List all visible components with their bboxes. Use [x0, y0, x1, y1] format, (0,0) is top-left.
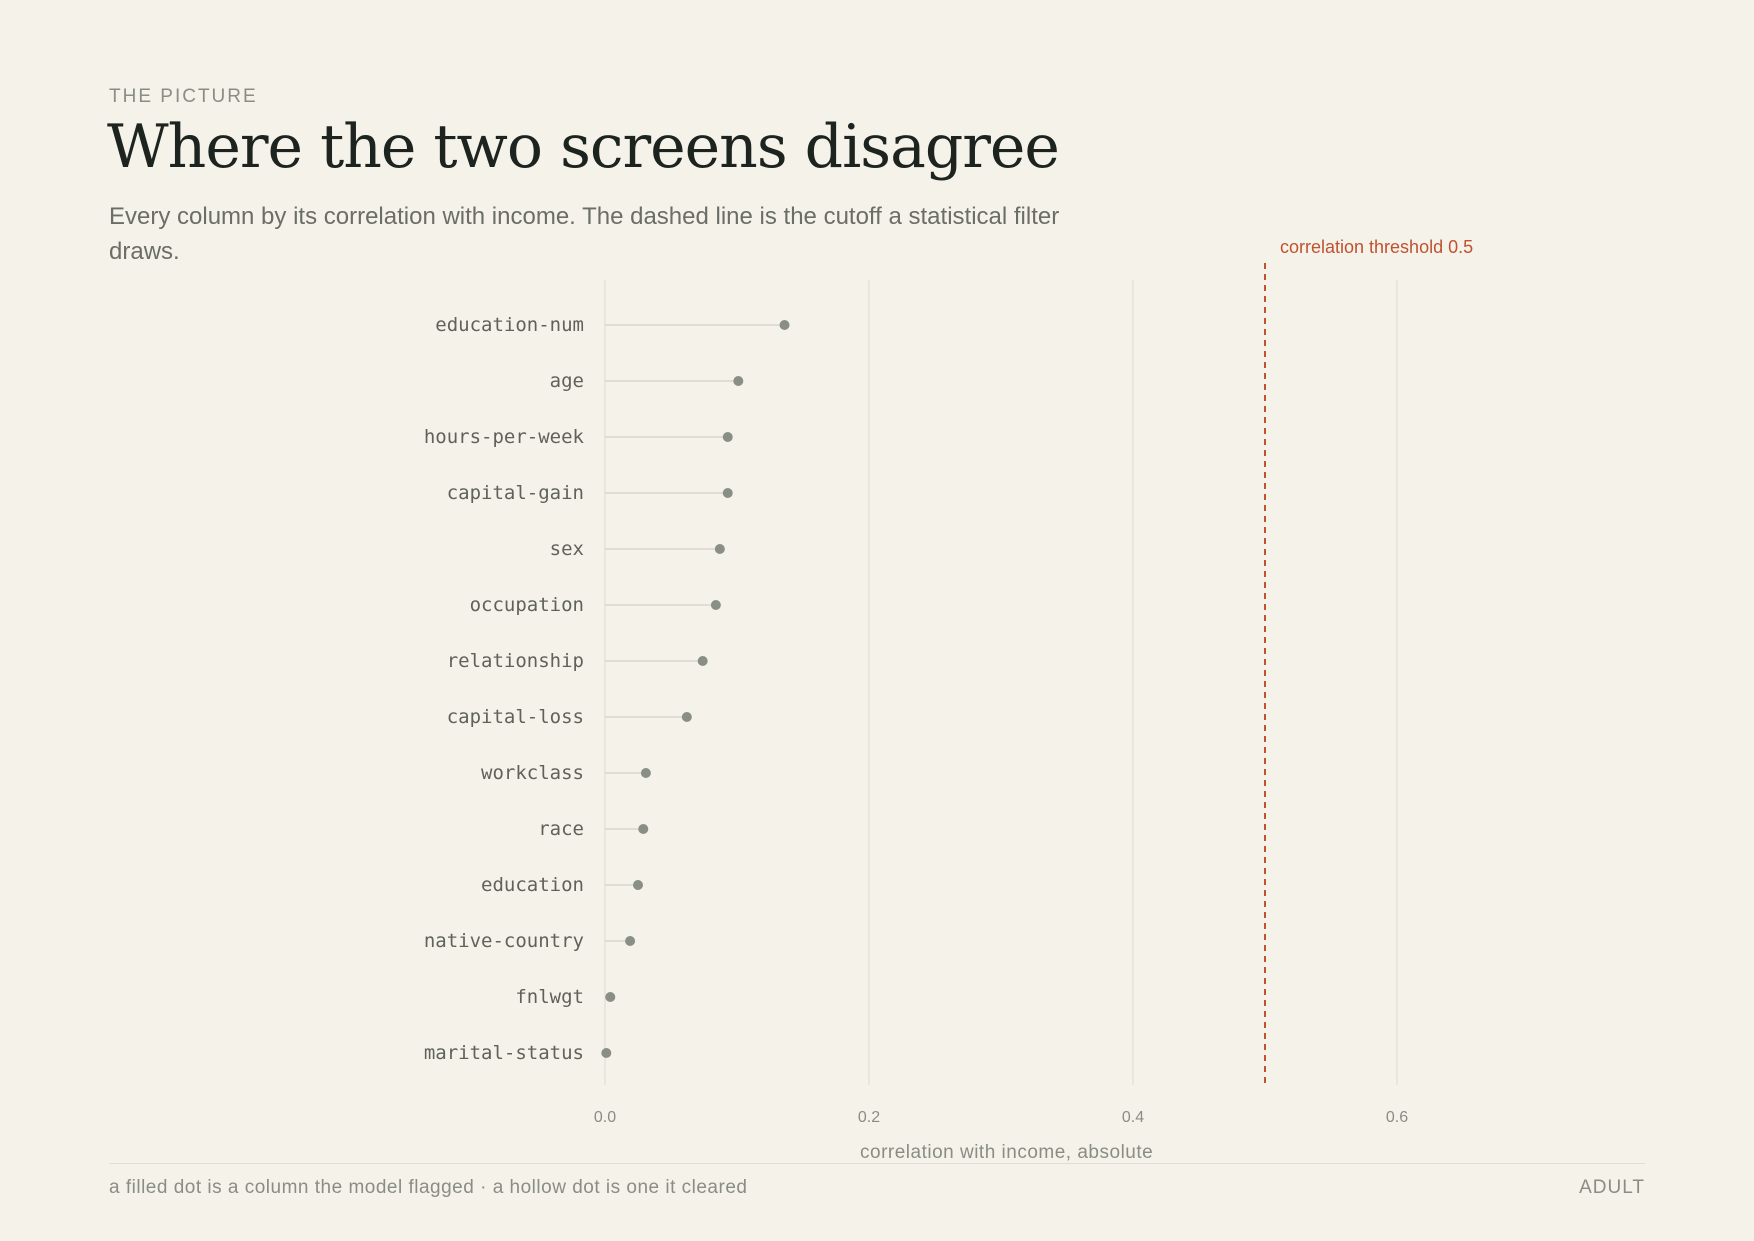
x-tick-label: 0.4	[1122, 1109, 1144, 1126]
legend-note: a filled dot is a column the model flagg…	[109, 1177, 748, 1198]
category-label: workclass	[481, 762, 584, 784]
category-label: fnlwgt	[515, 986, 584, 1008]
lollipop-dot	[633, 880, 643, 890]
threshold-group: correlation threshold 0.5	[1264, 237, 1473, 1085]
category-label: sex	[550, 538, 584, 560]
category-label: age	[550, 370, 584, 392]
lollipop-dot	[779, 320, 790, 330]
lollipop-dot	[640, 768, 651, 778]
eyebrow-label: THE PICTURE	[109, 86, 258, 107]
page-title: Where the two screens disagree	[107, 112, 1060, 182]
dots	[601, 320, 790, 1058]
category-label: hours-per-week	[424, 426, 585, 448]
category-label: native-country	[424, 930, 584, 952]
footer-divider	[109, 1163, 1645, 1164]
category-label: education-num	[435, 314, 584, 336]
x-axis-title: correlation with income, absolute	[860, 1142, 1154, 1163]
lollipop-dot	[605, 992, 616, 1002]
x-tick-label: 0.6	[1386, 1109, 1408, 1126]
threshold-label: correlation threshold 0.5	[1280, 237, 1473, 257]
x-tick-label: 0.0	[594, 1109, 616, 1126]
lollipop-dot	[733, 376, 744, 386]
lollipop-dot	[722, 488, 733, 498]
x-tick-label: 0.2	[858, 1109, 880, 1126]
dataset-label: ADULT	[1579, 1177, 1645, 1198]
lollipop-dot	[697, 656, 708, 666]
lollipop-dot	[638, 824, 649, 834]
category-label: relationship	[447, 650, 584, 672]
category-label: race	[538, 818, 584, 840]
lollipop-dot	[681, 712, 692, 722]
category-labels: education-num age hours-per-week capital-ga…	[424, 314, 585, 1064]
category-label: education	[481, 874, 584, 896]
lollipop-dot	[625, 936, 636, 946]
lollipop-dot	[710, 600, 721, 610]
x-tick-labels: 0.0 0.2 0.4 0.6	[594, 1109, 1408, 1126]
page-subtitle: Every column by its correlation with inc…	[109, 203, 1060, 265]
category-label: capital-loss	[447, 706, 584, 728]
category-label: capital-gain	[447, 482, 584, 504]
grid-lines	[604, 280, 1398, 1085]
category-label: occupation	[470, 594, 584, 616]
lollipop-dot	[714, 544, 725, 554]
lollipop-dot	[722, 432, 733, 442]
lollipop-dot	[601, 1048, 612, 1058]
stems	[605, 324, 785, 1054]
category-label: marital-status	[424, 1042, 584, 1064]
